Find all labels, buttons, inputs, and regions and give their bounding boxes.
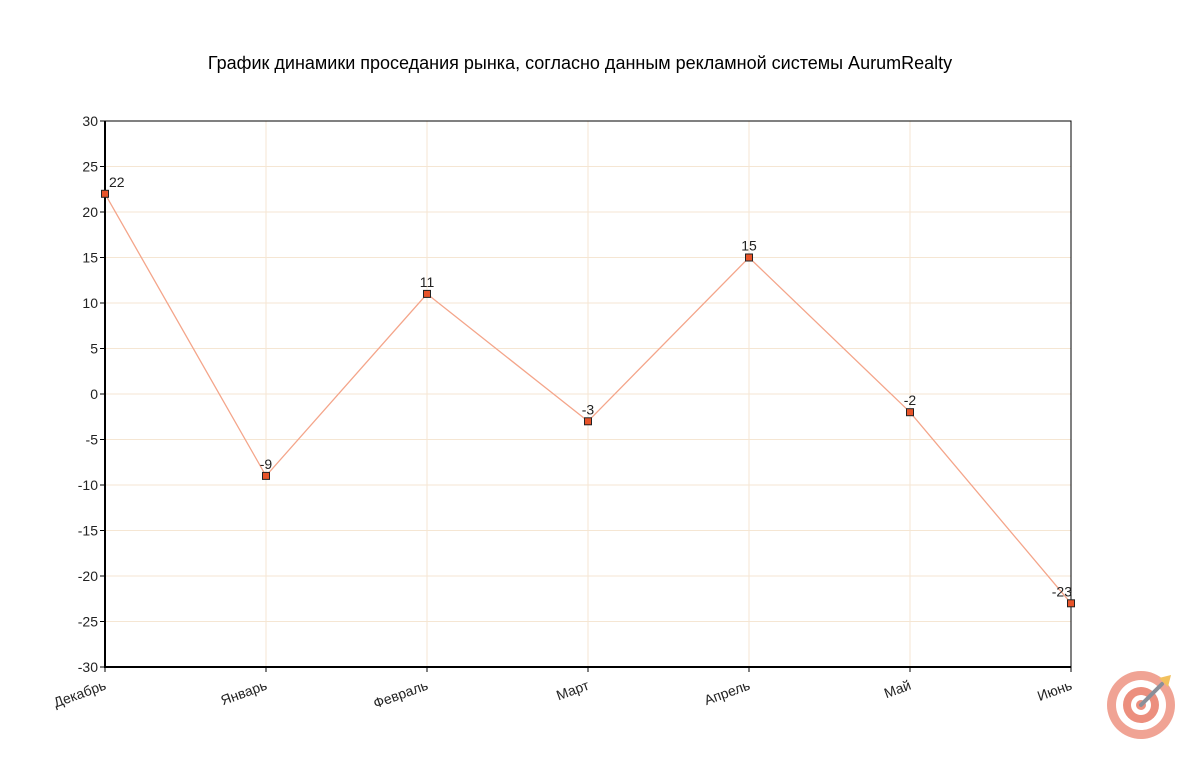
- x-tick-label: Июнь: [1035, 677, 1074, 704]
- data-point: [745, 253, 753, 262]
- y-tick-label: 0: [90, 386, 98, 402]
- data-point: [906, 408, 914, 417]
- y-tick-label: 20: [82, 204, 98, 220]
- x-tick-label: Декабрь: [51, 677, 108, 711]
- y-tick-label: -30: [78, 659, 98, 675]
- data-point: [584, 417, 592, 426]
- x-tick-label: Февраль: [371, 677, 430, 711]
- x-tick-label: Январь: [218, 677, 269, 708]
- target-dart-icon: [1107, 671, 1175, 739]
- data-point: [262, 471, 270, 480]
- y-tick-label: 25: [82, 159, 98, 175]
- data-label: 22: [109, 174, 125, 190]
- data-point: [1067, 599, 1075, 608]
- axes: [100, 120, 1072, 672]
- data-label: -9: [260, 456, 273, 472]
- data-label: -3: [582, 401, 595, 417]
- y-tick-label: 5: [90, 341, 98, 357]
- y-tick-labels: 30 25 20 15 10 5 0 -5 -10 -15 -20 -25 -30: [78, 113, 98, 675]
- y-tick-label: -15: [78, 523, 98, 539]
- y-tick-label: 10: [82, 295, 98, 311]
- y-tick-label: -10: [78, 477, 98, 493]
- x-tick-label: Март: [554, 677, 592, 704]
- data-label: -23: [1052, 583, 1072, 599]
- y-tick-label: -5: [86, 432, 99, 448]
- data-point: [423, 289, 431, 298]
- grid: [104, 120, 1072, 668]
- data-label: 15: [741, 238, 757, 254]
- data-label: -2: [904, 392, 917, 408]
- y-tick-label: 30: [82, 113, 98, 129]
- chart-title: График динамики проседания рынка, соглас…: [207, 53, 953, 73]
- series: [101, 189, 1075, 608]
- x-tick-label: Апрель: [702, 677, 752, 708]
- data-point: [101, 189, 109, 198]
- x-tick-labels: Декабрь Январь Февраль Март Апрель Май Июнь: [51, 677, 1074, 712]
- data-label: 11: [420, 274, 435, 290]
- y-tick-label: -25: [78, 614, 98, 630]
- y-tick-label: -20: [78, 568, 98, 584]
- y-tick-label: 15: [82, 250, 98, 266]
- x-tick-label: Май: [882, 677, 913, 701]
- data-labels: 22 -9 11 -3 15 -2 -23: [109, 174, 1072, 599]
